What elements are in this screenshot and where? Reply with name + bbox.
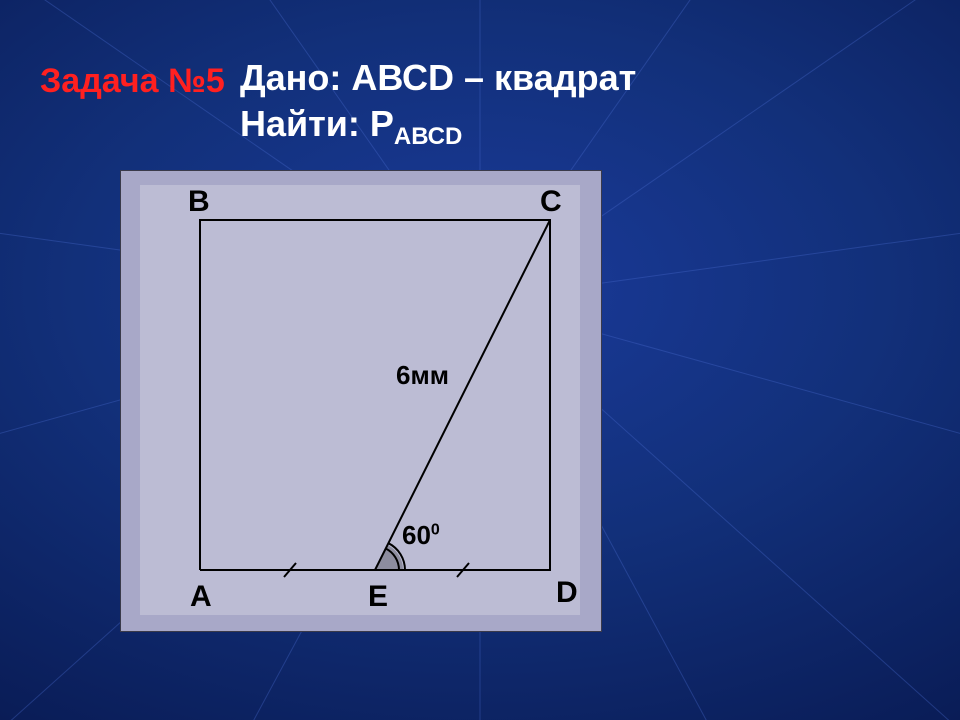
figure-panel-inner [140,185,580,615]
find-prefix: Найти: Р [240,103,394,144]
vertex-e: Е [368,580,388,614]
given-find-block: Дано: АВСD – квадрат Найти: РАВСD [240,55,636,160]
vertex-a: А [190,580,212,614]
angle-label: 600 [402,520,440,551]
find-subscript: АВСD [394,123,462,150]
slide: Задача №5 Дано: АВСD – квадрат Найти: РА… [0,0,960,720]
angle-degree-sup: 0 [431,521,440,538]
find-line: Найти: РАВСD [240,101,636,160]
length-label: 6мм [396,360,449,391]
vertex-c: С [540,185,562,219]
given-line: Дано: АВСD – квадрат [240,55,636,101]
vertex-b: В [188,185,210,219]
problem-number: Задача №5 [40,62,225,101]
vertex-d: D [556,576,578,610]
angle-value: 60 [402,520,431,550]
